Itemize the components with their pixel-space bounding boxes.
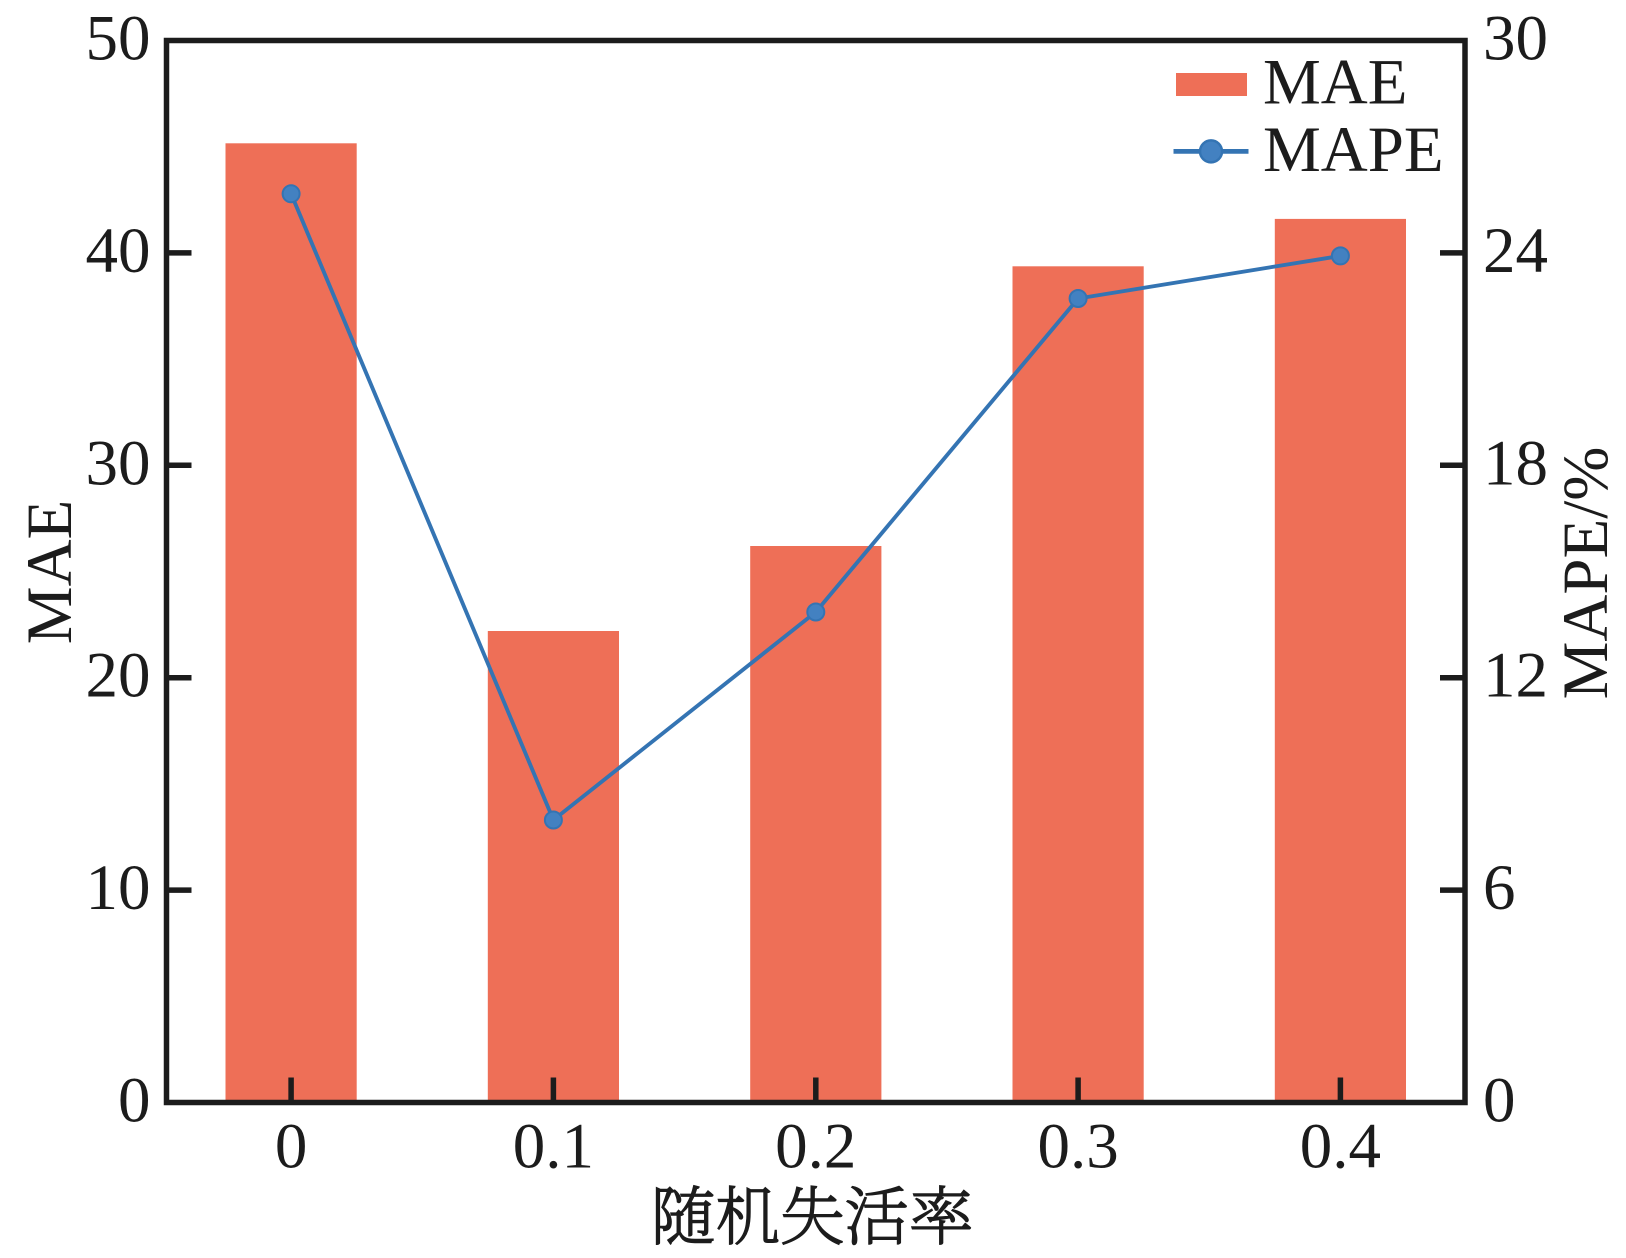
svg-text:18: 18 [1483,427,1548,499]
svg-text:24: 24 [1483,215,1548,287]
svg-text:10: 10 [86,852,151,924]
svg-text:MAPE: MAPE [1263,114,1444,186]
svg-text:0.3: 0.3 [1037,1111,1118,1183]
svg-text:0.2: 0.2 [775,1111,856,1183]
svg-text:MAE: MAE [1263,47,1407,119]
svg-text:40: 40 [86,215,151,287]
svg-text:30: 30 [86,427,151,499]
svg-text:0.1: 0.1 [513,1111,594,1183]
svg-text:20: 20 [86,640,151,712]
svg-text:0: 0 [118,1065,151,1137]
svg-text:50: 50 [86,3,151,75]
svg-text:MAE: MAE [14,500,86,644]
svg-text:0: 0 [1483,1065,1516,1137]
svg-text:0.4: 0.4 [1300,1111,1381,1183]
svg-text:30: 30 [1483,3,1548,75]
svg-text:12: 12 [1483,640,1548,712]
svg-text:MAPE/%: MAPE/% [1550,447,1622,700]
svg-text:0: 0 [275,1111,308,1183]
svg-text:6: 6 [1483,852,1516,924]
